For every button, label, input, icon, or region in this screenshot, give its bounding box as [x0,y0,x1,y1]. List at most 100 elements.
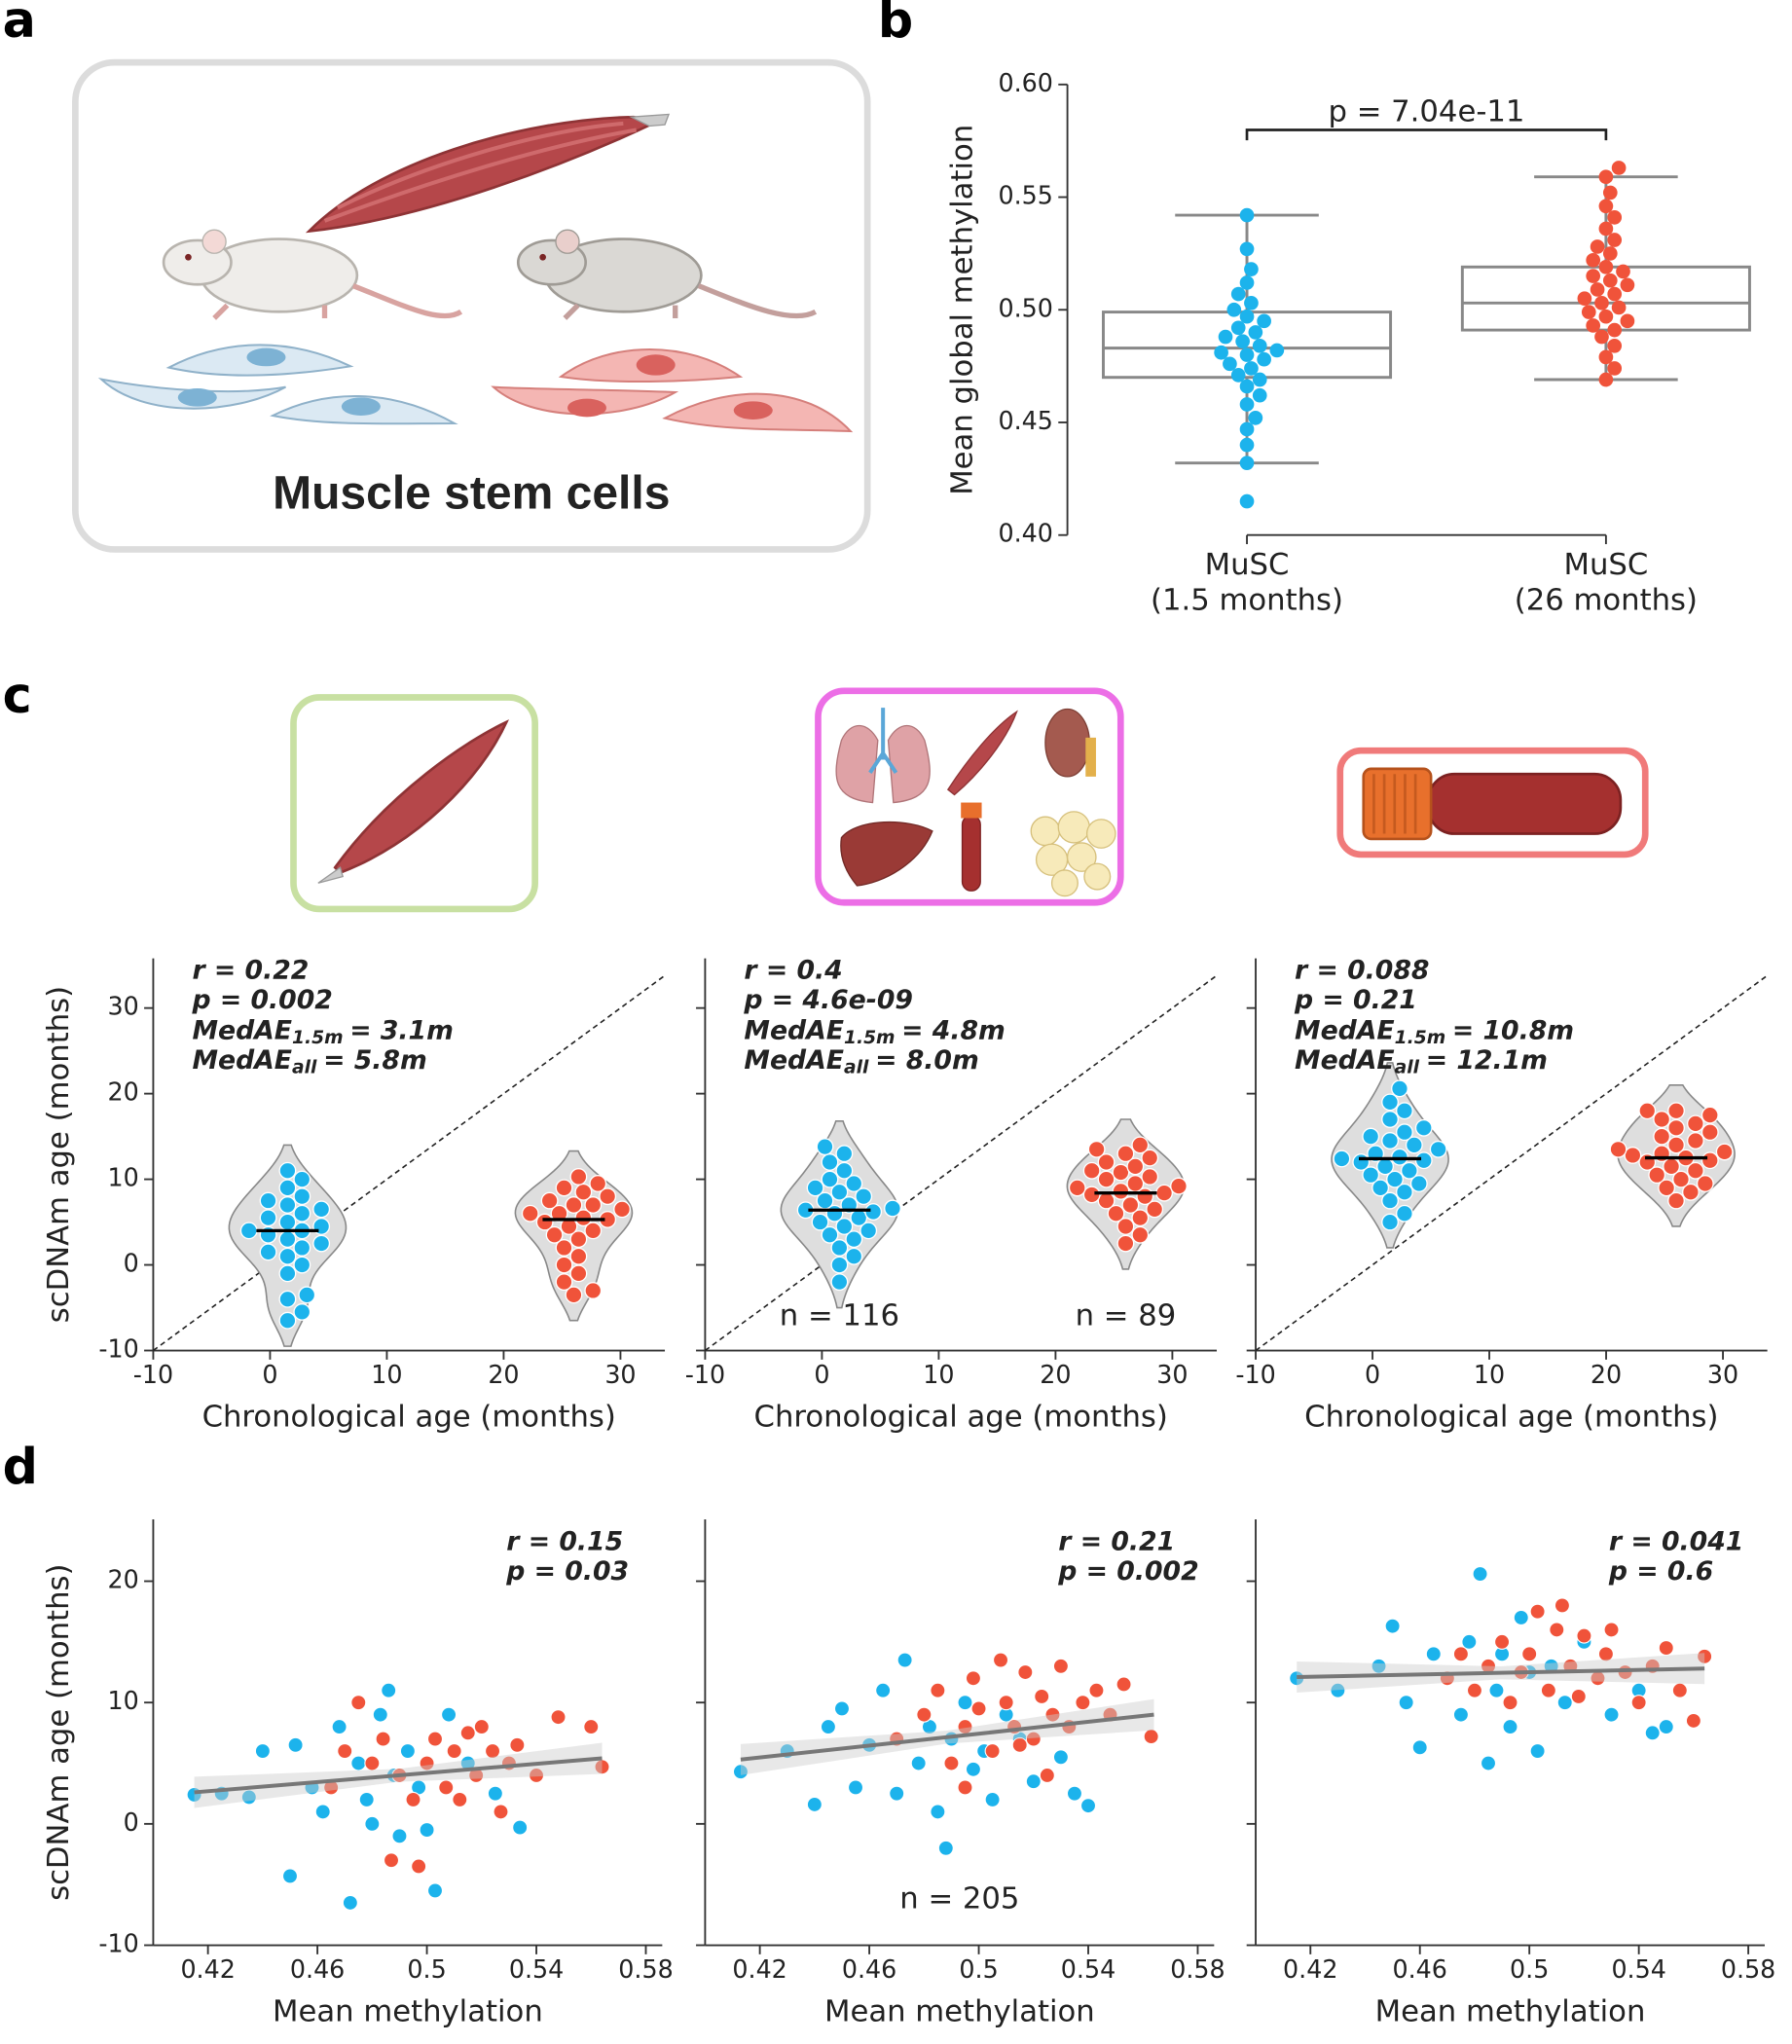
medae-annotation: MedAEall = 8.0m [744,1045,978,1078]
swarm-point [1230,368,1246,383]
illustration-shape [201,229,227,254]
scatter-point [1466,1682,1482,1698]
swarm-point [1616,264,1630,279]
swarm-point [1239,397,1255,412]
swarm-point [278,1196,297,1214]
swarm-point [1131,1225,1150,1244]
medae-subscript: 1.5m [292,1028,344,1048]
swarm-point [1170,1177,1188,1195]
x-tick-label: MuSC [1563,548,1648,582]
y-axis-label: scDNAm age (months) [42,986,76,1323]
x-tick-label: 0.46 [290,1954,345,1984]
scatter-point [1513,1609,1529,1625]
swarm-point [1082,1186,1101,1204]
scatter-point [350,1755,367,1771]
scatter-point [473,1719,490,1735]
illustration-shape [1057,811,1090,844]
scatter-point [1697,1648,1713,1664]
swarm-point [835,1218,854,1235]
swarm-point [1223,356,1237,372]
x-tick-label: (1.5 months) [1151,583,1343,617]
x-tick-label: 0.5 [1510,1954,1549,1984]
scatter-point [1411,1739,1428,1756]
scatter-point [1080,1798,1097,1814]
medae-subscript: all [844,1057,869,1077]
medae-value: = 8.0m [875,1045,979,1076]
x-axis-label: Chronological age (months) [202,1400,616,1434]
x-tick-label: 0.46 [842,1954,896,1984]
swarm-point [1395,1102,1413,1120]
swarm-point [555,1239,573,1257]
swarm-point [239,1222,258,1240]
fit-line [1297,1666,1705,1680]
medae-subscript: 1.5m [844,1028,896,1048]
swarm-point [1414,1151,1433,1170]
scatter-point [384,1852,400,1869]
swarm-point [1381,1132,1399,1150]
scatter-point [1529,1743,1546,1760]
swarm-point [259,1243,277,1261]
swarm-point [278,1179,297,1197]
swarm-point [569,1230,588,1249]
swarm-point [574,1183,593,1201]
scatter-point [419,1822,435,1839]
panel-label: d [3,1438,38,1495]
illustration-shape [185,253,192,261]
x-axis-label: Chronological age (months) [1304,1400,1718,1434]
scatter-point [889,1785,905,1802]
swarm-point [1638,1102,1657,1120]
scatter-point [441,1706,457,1723]
x-tick-label: 20 [1040,1360,1071,1389]
scatter-point [240,1789,257,1806]
illustration-shape [323,121,638,223]
swarm-point [1248,325,1263,340]
swarm-point [1715,1143,1734,1161]
swarm-point [1696,1175,1714,1192]
scatter-point [314,1804,331,1820]
swarm-point [1230,286,1246,302]
swarm-point [855,1187,873,1206]
scatter-point [427,1882,444,1899]
scatter-point [1502,1719,1518,1735]
swarm-point [1391,1148,1408,1166]
illustration-shape [946,710,1018,796]
swarm-point [1131,1209,1150,1227]
illustration-shape [1085,819,1116,849]
x-tick-label: 0.54 [509,1954,564,1984]
illustration-shape [1044,708,1090,778]
scatter-point [1011,1736,1028,1753]
medae-value: = 12.1m [1426,1045,1548,1076]
scatter-point [493,1804,509,1820]
swarm-point [293,1187,311,1206]
swarm-point [884,1199,901,1218]
swarm-point [830,1183,849,1201]
illustration-shape [835,724,879,804]
y-axis-label: Mean global methylation [945,125,979,495]
scatter-point [833,1700,850,1717]
n-label: n = 116 [780,1298,899,1332]
medae-subscript: all [1395,1057,1420,1077]
swarm-point [1362,1166,1380,1185]
swarm-point [1141,1168,1159,1186]
swarm-point [1653,1111,1671,1128]
illustration-shape [628,113,671,128]
swarm-point [1581,305,1596,319]
y-tick-label: 0.40 [999,519,1053,548]
scatter-point [1488,1682,1505,1698]
scatter-point [1658,1640,1674,1657]
scatter-point [375,1731,391,1747]
swarm-point [1598,372,1614,387]
scatter-point [427,1731,444,1747]
x-tick-label: -10 [133,1360,173,1389]
y-tick-label: 20 [108,1077,139,1107]
swarm-point [1607,322,1623,338]
scatter-point [957,1695,973,1711]
illustration-shape [177,387,217,407]
scatter-point [529,1767,545,1783]
y-tick-label: 30 [108,992,139,1021]
x-tick-label: 30 [604,1360,636,1389]
scatter-point [896,1652,913,1668]
illustration-shape [636,354,676,376]
swarm-point [1244,295,1259,310]
swarm-point [278,1230,297,1249]
